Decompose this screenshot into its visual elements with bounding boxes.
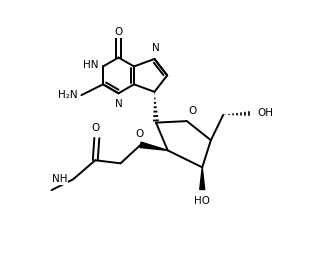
Text: N: N <box>115 99 123 109</box>
Text: H₂N: H₂N <box>58 90 78 100</box>
Text: O: O <box>114 27 123 37</box>
Text: O: O <box>188 107 197 117</box>
Text: OH: OH <box>258 108 274 118</box>
Text: O: O <box>91 122 100 133</box>
Text: NH: NH <box>52 174 67 184</box>
Polygon shape <box>200 167 205 189</box>
Text: N: N <box>152 43 160 53</box>
Text: O: O <box>136 129 144 139</box>
Text: HN: HN <box>83 60 98 70</box>
Polygon shape <box>140 142 168 150</box>
Text: HO: HO <box>194 196 210 206</box>
